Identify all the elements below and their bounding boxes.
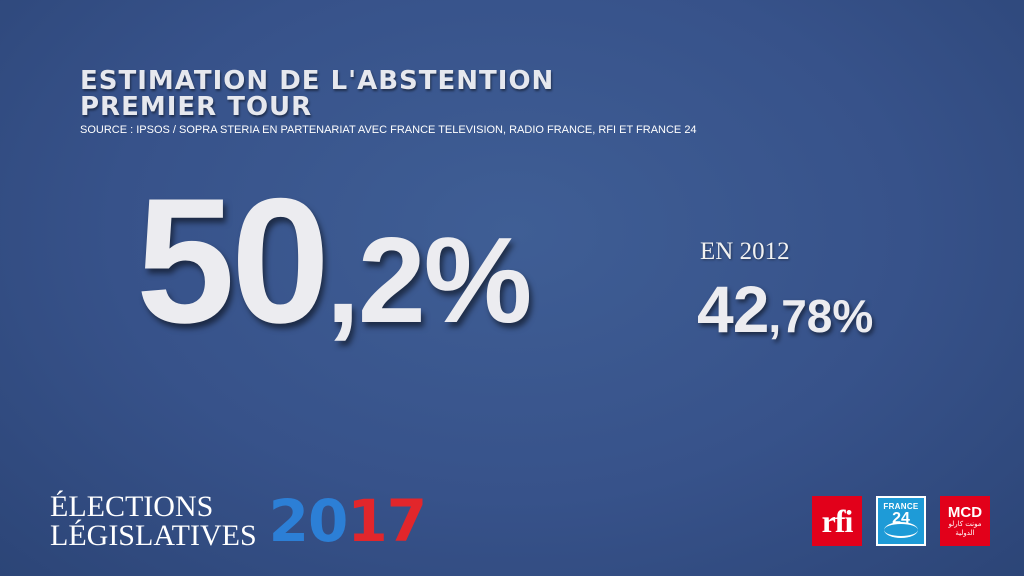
page-title: ESTIMATION DE L'ABSTENTION [80, 66, 555, 96]
branding-line2: LÉGISLATIVES [50, 519, 257, 552]
broadcaster-logos: rfi FRANCE 24 MCD مونت كارلو الدولية [812, 496, 990, 546]
mcd-logo-line2: مونت كارلو الدولية [948, 519, 982, 537]
elections-branding: ÉLECTIONS LÉGISLATIVES 2017 [50, 490, 427, 552]
previous-rate-integer: 42 [697, 272, 769, 346]
rfi-logo-text: rfi [821, 502, 854, 539]
abstention-rate-main: 50,2% [136, 172, 532, 350]
title-block: ESTIMATION DE L'ABSTENTION PREMIER TOUR … [80, 68, 697, 136]
france24-logo-icon: FRANCE 24 [876, 496, 926, 546]
previous-rate-decimal: ,78% [768, 290, 874, 342]
previous-year-rate: 42,78% [697, 276, 873, 342]
branding-words: ÉLECTIONS LÉGISLATIVES [50, 490, 257, 552]
france24-logo-line1: FRANCE [883, 502, 919, 511]
mcd-logo-line1: MCD [947, 503, 983, 521]
abstention-rate-decimal: ,2% [326, 212, 532, 348]
abstention-rate-integer: 50 [136, 161, 330, 360]
branding-year-part2: 17 [347, 487, 427, 555]
rfi-logo-icon: rfi [812, 496, 862, 546]
branding-year-part1: 20 [268, 487, 349, 555]
page-subtitle: PREMIER TOUR [80, 92, 313, 122]
branding-line1: ÉLECTIONS [50, 490, 214, 523]
mcd-logo-icon: MCD مونت كارلو الدولية [940, 496, 990, 546]
branding-year: 2017 [269, 492, 427, 550]
source-note: SOURCE : IPSOS / SOPRA STERIA EN PARTENA… [80, 124, 697, 136]
france24-waves-icon [884, 522, 918, 538]
previous-year-label: EN 2012 [700, 238, 790, 265]
